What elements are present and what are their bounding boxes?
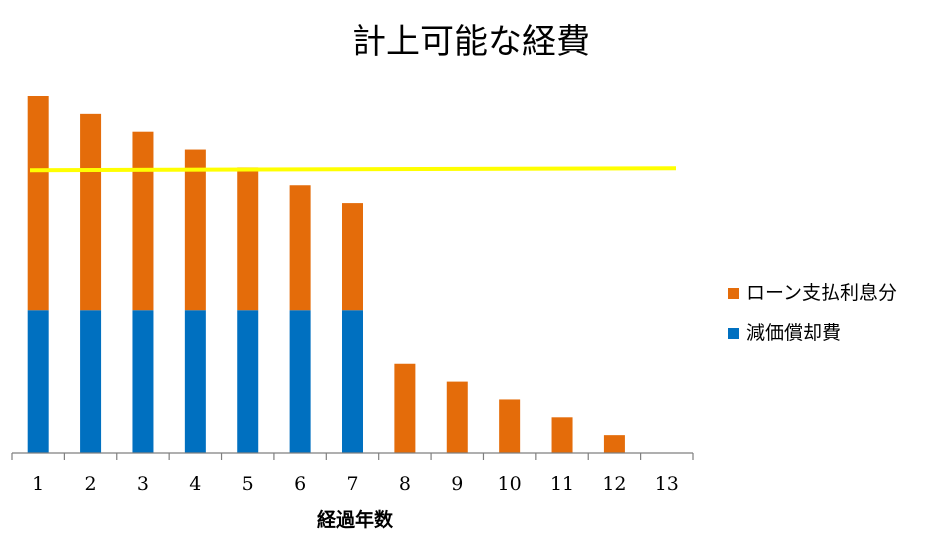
- bar-interest-2: [80, 113, 102, 311]
- bar-depreciation-1: [27, 310, 49, 453]
- bar-depreciation-3: [132, 310, 154, 453]
- bar-interest-10: [499, 399, 521, 453]
- x-tick-label-11: 11: [550, 473, 574, 495]
- x-tick-labels: 1 2 3 4 5 6 7 8 9 10 11 12 13: [32, 473, 679, 495]
- bar-depreciation-2: [80, 310, 102, 453]
- bar-interest-11: [551, 417, 573, 453]
- bar-interest-12: [603, 435, 625, 453]
- bar-interest-7: [342, 203, 363, 311]
- chart-title: 計上可能な経費: [352, 22, 590, 62]
- x-tick-label-10: 10: [498, 473, 522, 495]
- x-tick-label-3: 3: [137, 473, 149, 495]
- bar-depreciation-4: [184, 310, 206, 453]
- x-tick-label-4: 4: [189, 473, 201, 495]
- bar-interest-3: [132, 131, 154, 311]
- x-tick-label-1: 1: [32, 473, 44, 495]
- x-tick-label-6: 6: [294, 473, 306, 495]
- bar-group: [27, 96, 625, 453]
- reference-line-group: [29, 166, 677, 173]
- x-tick-label-8: 8: [399, 473, 411, 495]
- legend-label-depreciation: 減価償却費: [746, 322, 841, 344]
- bar-interest-6: [289, 185, 311, 311]
- bar-depreciation-7: [342, 310, 363, 453]
- bar-interest-1: [27, 96, 49, 311]
- x-axis-title: 経過年数: [317, 508, 394, 531]
- bar-depreciation-5: [237, 310, 259, 453]
- x-tick-label-9: 9: [451, 473, 463, 495]
- bar-interest-8: [394, 363, 416, 453]
- legend-swatch-interest: [728, 288, 739, 299]
- x-tick-label-5: 5: [242, 473, 254, 495]
- legend-swatch-depreciation: [728, 328, 739, 339]
- x-tick-label-13: 13: [655, 473, 679, 495]
- legend-label-interest: ローン支払利息分: [746, 282, 897, 304]
- bar-depreciation-6: [289, 310, 311, 453]
- x-tick-label-12: 12: [602, 473, 626, 495]
- x-axis: [11, 452, 694, 460]
- bar-interest-9: [446, 381, 468, 453]
- bar-interest-5: [237, 167, 259, 311]
- x-tick-label-2: 2: [85, 473, 97, 495]
- x-tick-label-7: 7: [346, 473, 358, 495]
- reference-line: [29, 166, 677, 173]
- bar-interest-4: [184, 149, 206, 311]
